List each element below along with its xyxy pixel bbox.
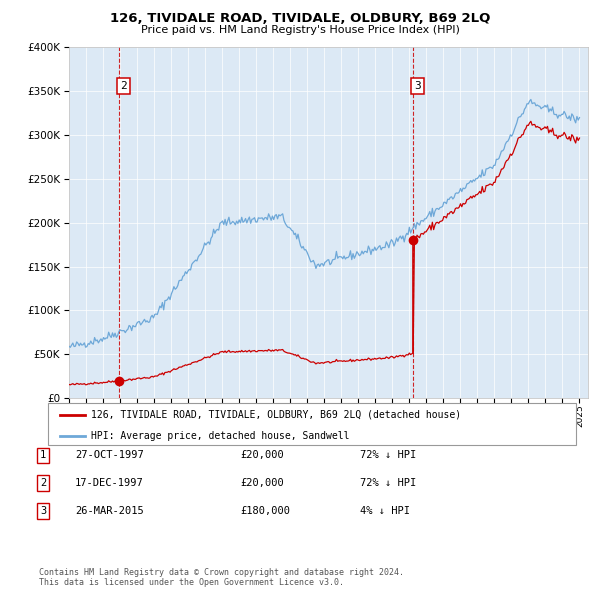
Text: 2: 2 — [40, 478, 46, 488]
Text: 2: 2 — [120, 81, 127, 91]
Text: 4% ↓ HPI: 4% ↓ HPI — [360, 506, 410, 516]
Text: 72% ↓ HPI: 72% ↓ HPI — [360, 478, 416, 488]
Text: HPI: Average price, detached house, Sandwell: HPI: Average price, detached house, Sand… — [91, 431, 350, 441]
Text: 126, TIVIDALE ROAD, TIVIDALE, OLDBURY, B69 2LQ (detached house): 126, TIVIDALE ROAD, TIVIDALE, OLDBURY, B… — [91, 410, 461, 420]
Text: 72% ↓ HPI: 72% ↓ HPI — [360, 451, 416, 460]
Text: Contains HM Land Registry data © Crown copyright and database right 2024.
This d: Contains HM Land Registry data © Crown c… — [39, 568, 404, 587]
Text: 3: 3 — [40, 506, 46, 516]
Text: Price paid vs. HM Land Registry's House Price Index (HPI): Price paid vs. HM Land Registry's House … — [140, 25, 460, 35]
Text: £180,000: £180,000 — [240, 506, 290, 516]
Text: 26-MAR-2015: 26-MAR-2015 — [75, 506, 144, 516]
Text: 27-OCT-1997: 27-OCT-1997 — [75, 451, 144, 460]
Text: 3: 3 — [414, 81, 421, 91]
Text: £20,000: £20,000 — [240, 451, 284, 460]
Text: 17-DEC-1997: 17-DEC-1997 — [75, 478, 144, 488]
Text: 1: 1 — [40, 451, 46, 460]
Text: £20,000: £20,000 — [240, 478, 284, 488]
Text: 126, TIVIDALE ROAD, TIVIDALE, OLDBURY, B69 2LQ: 126, TIVIDALE ROAD, TIVIDALE, OLDBURY, B… — [110, 12, 490, 25]
